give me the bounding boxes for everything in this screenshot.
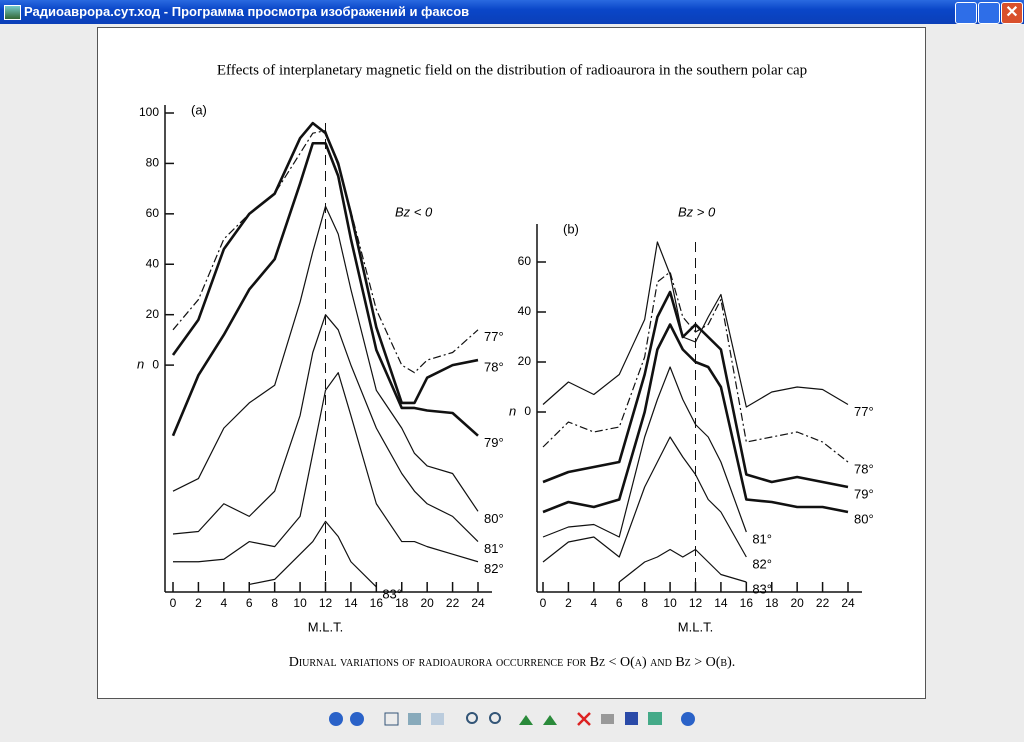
- x-tick-label: 16: [740, 596, 754, 610]
- y-tick-label: 0: [152, 357, 159, 371]
- y-tick-label: 0: [524, 404, 531, 418]
- series-label: 80°: [854, 511, 874, 526]
- y-tick-label: 60: [146, 206, 160, 220]
- x-axis-label: M.L.T.: [678, 619, 713, 634]
- x-axis-label: M.L.T.: [308, 619, 343, 634]
- x-tick-label: 20: [790, 596, 804, 610]
- rotate-cw-button[interactable]: [519, 715, 533, 725]
- y-tick-label: 40: [518, 304, 532, 318]
- y-tick-label: 60: [518, 254, 532, 268]
- series-label: 79°: [484, 435, 504, 450]
- y-axis-label: n: [509, 403, 516, 418]
- prev-button[interactable]: [329, 712, 343, 726]
- series-label: 82°: [484, 561, 504, 576]
- x-tick-label: 18: [395, 596, 409, 610]
- series-label: 81°: [484, 541, 504, 556]
- zoom-out-button[interactable]: [489, 712, 501, 724]
- series-line: [542, 271, 849, 463]
- close-button[interactable]: ✕: [1001, 2, 1023, 24]
- series-line: [542, 366, 747, 538]
- series-label: 78°: [854, 461, 874, 476]
- rotate-ccw-button[interactable]: [543, 715, 557, 725]
- x-tick-label: 8: [641, 596, 648, 610]
- slideshow-button[interactable]: [431, 713, 444, 725]
- series-line: [542, 290, 849, 489]
- y-axis-label: n: [137, 357, 144, 372]
- x-tick-label: 24: [471, 596, 485, 610]
- restore-button[interactable]: [978, 2, 1000, 24]
- y-tick-label: 40: [146, 256, 160, 270]
- x-tick-label: 10: [293, 596, 307, 610]
- series-label: 77°: [854, 404, 874, 419]
- y-tick-label: 100: [139, 105, 159, 119]
- series-label: 78°: [484, 360, 504, 375]
- zoom-in-button[interactable]: [466, 712, 478, 724]
- toolbar: [329, 712, 695, 726]
- x-tick-label: 12: [319, 596, 333, 610]
- x-tick-label: 8: [271, 596, 278, 610]
- delete-button[interactable]: [577, 712, 591, 726]
- x-tick-label: 10: [663, 596, 677, 610]
- open-editor-button[interactable]: [648, 712, 662, 725]
- best-fit-button[interactable]: [384, 712, 399, 726]
- minimize-button[interactable]: [955, 2, 977, 24]
- y-tick-label: 80: [146, 156, 160, 170]
- x-tick-label: 18: [765, 596, 779, 610]
- series-line: [171, 121, 479, 405]
- x-tick-label: 2: [565, 596, 572, 610]
- series-line: [542, 241, 849, 408]
- series-label: 80°: [484, 511, 504, 526]
- print-button[interactable]: [601, 714, 614, 724]
- y-tick-label: 20: [518, 354, 532, 368]
- x-tick-label: 4: [220, 596, 227, 610]
- x-tick-label: 22: [816, 596, 830, 610]
- series-line: [618, 548, 747, 583]
- x-tick-label: 14: [714, 596, 728, 610]
- series-label: 83°: [382, 586, 402, 601]
- x-tick-label: 0: [540, 596, 547, 610]
- condition-label: Bz < 0: [395, 204, 433, 219]
- series-line: [173, 372, 479, 563]
- series-line: [171, 141, 479, 437]
- x-tick-label: 6: [616, 596, 623, 610]
- series-line: [542, 436, 747, 563]
- x-tick-label: 22: [446, 596, 460, 610]
- series-label: 81°: [752, 531, 772, 546]
- title-bar: Радиоаврора.сут.ход - Программа просмотр…: [0, 0, 1024, 24]
- help-button[interactable]: [681, 712, 695, 726]
- x-tick-label: 14: [344, 596, 358, 610]
- app-icon: [4, 5, 21, 20]
- series-label: 83°: [752, 581, 772, 596]
- series-line: [172, 314, 479, 543]
- series-line: [172, 205, 479, 512]
- x-tick-label: 0: [170, 596, 177, 610]
- actual-size-button[interactable]: [408, 713, 421, 725]
- image-area: [97, 27, 926, 699]
- next-button[interactable]: [350, 712, 364, 726]
- series-label: 82°: [752, 556, 772, 571]
- x-tick-label: 20: [420, 596, 434, 610]
- panel-label: (b): [563, 221, 579, 236]
- panel-label: (a): [191, 102, 207, 117]
- series-label: 79°: [854, 486, 874, 501]
- x-tick-label: 24: [841, 596, 855, 610]
- series-line: [542, 323, 849, 514]
- x-tick-label: 4: [590, 596, 597, 610]
- save-button[interactable]: [625, 712, 638, 725]
- window-title: Радиоаврора.сут.ход - Программа просмотр…: [24, 4, 470, 19]
- series-label: 77°: [484, 329, 504, 344]
- condition-label: Bz > 0: [678, 204, 716, 219]
- figure-caption: Diurnal variations of radioaurora occurr…: [289, 655, 736, 670]
- x-tick-label: 6: [246, 596, 253, 610]
- y-tick-label: 20: [146, 307, 160, 321]
- x-tick-label: 2: [195, 596, 202, 610]
- x-tick-label: 12: [689, 596, 703, 610]
- series-line: [249, 520, 377, 588]
- x-tick-label: 16: [370, 596, 384, 610]
- figure-title: Effects of interplanetary magnetic field…: [217, 62, 807, 78]
